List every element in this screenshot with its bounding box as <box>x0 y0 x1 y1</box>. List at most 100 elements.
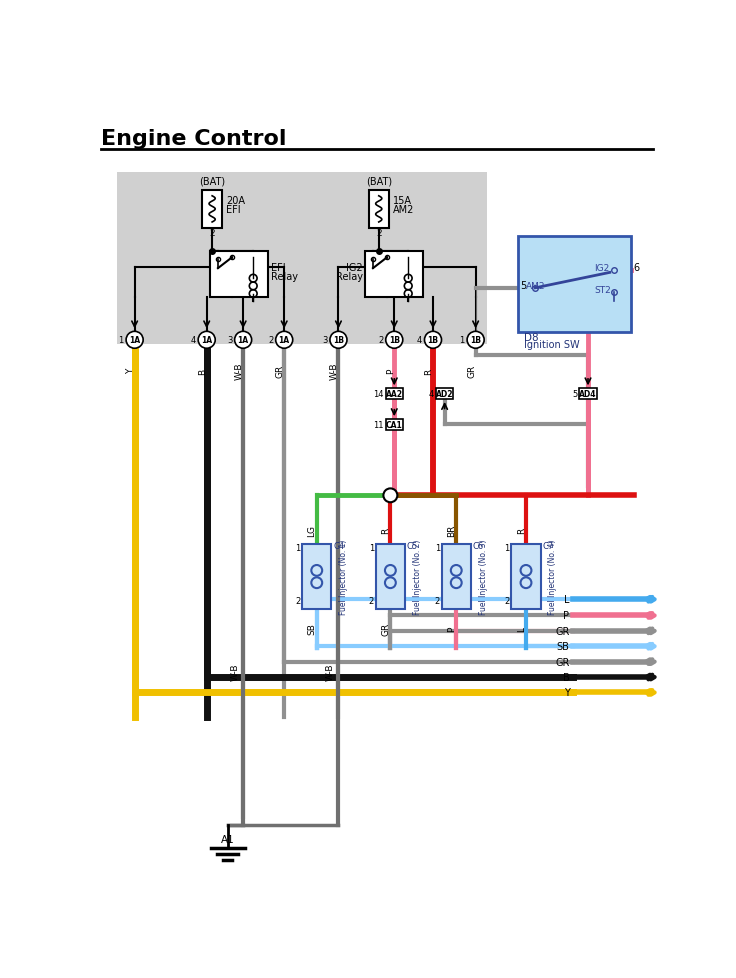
Text: 2: 2 <box>435 597 440 605</box>
Bar <box>386 389 403 400</box>
Text: Engine Control: Engine Control <box>102 129 287 149</box>
Text: 1B: 1B <box>333 335 344 345</box>
Text: AM2: AM2 <box>526 282 545 290</box>
Circle shape <box>198 332 215 349</box>
Text: W-B: W-B <box>330 363 339 379</box>
Bar <box>369 191 389 229</box>
Text: SB: SB <box>308 623 316 635</box>
Text: IG2: IG2 <box>594 264 609 273</box>
Text: GR: GR <box>276 365 285 378</box>
Circle shape <box>386 332 403 349</box>
Text: AD2: AD2 <box>436 390 453 399</box>
Text: 2: 2 <box>376 229 381 238</box>
Text: Relay: Relay <box>336 272 363 282</box>
Text: CA1: CA1 <box>386 421 403 429</box>
Bar <box>579 389 596 400</box>
Text: 1: 1 <box>435 544 440 553</box>
Text: Fuel Injector (No. 2): Fuel Injector (No. 2) <box>413 539 422 614</box>
Bar <box>302 545 331 609</box>
Text: 4: 4 <box>417 335 422 345</box>
Bar <box>436 389 453 400</box>
Text: 2: 2 <box>504 597 510 605</box>
Text: ST2: ST2 <box>594 286 611 294</box>
Text: 1A: 1A <box>201 335 212 345</box>
Text: GR: GR <box>555 626 570 637</box>
Text: L: L <box>517 626 526 632</box>
Text: GR: GR <box>381 622 390 636</box>
Text: EFI: EFI <box>271 262 286 273</box>
Text: 1A: 1A <box>279 335 290 345</box>
Text: EFI: EFI <box>226 204 241 215</box>
Text: AD4: AD4 <box>579 390 597 399</box>
Text: R: R <box>517 527 526 534</box>
Text: C6: C6 <box>473 541 484 550</box>
Text: 1: 1 <box>118 335 124 345</box>
Text: 14: 14 <box>373 390 383 399</box>
Circle shape <box>467 332 484 349</box>
Text: 3: 3 <box>227 335 233 345</box>
Circle shape <box>330 332 347 349</box>
Text: 1B: 1B <box>428 335 439 345</box>
Text: 2: 2 <box>268 335 273 345</box>
Text: Fuel Injector (No. 4): Fuel Injector (No. 4) <box>548 539 557 615</box>
Text: 15A: 15A <box>393 196 411 205</box>
Text: 4: 4 <box>428 390 434 399</box>
Circle shape <box>383 489 397 503</box>
Text: 2: 2 <box>209 229 215 238</box>
Text: 11: 11 <box>373 421 383 429</box>
Text: IG2: IG2 <box>346 262 363 273</box>
Circle shape <box>276 332 293 349</box>
Bar <box>518 237 631 333</box>
Text: 1: 1 <box>295 544 300 553</box>
Bar <box>512 545 541 609</box>
Bar <box>117 173 487 344</box>
Text: (BAT): (BAT) <box>199 176 225 186</box>
Text: 1A: 1A <box>129 335 140 345</box>
Text: Ignition SW: Ignition SW <box>525 340 580 350</box>
Text: 1A: 1A <box>238 335 249 345</box>
Text: W-B: W-B <box>326 662 335 680</box>
Text: 1: 1 <box>459 335 464 345</box>
Text: P: P <box>386 369 395 374</box>
Bar <box>202 191 222 229</box>
Text: AA2: AA2 <box>386 390 403 399</box>
Bar <box>386 420 403 430</box>
Text: 1B: 1B <box>389 335 400 345</box>
Text: (BAT): (BAT) <box>366 176 392 186</box>
Text: B: B <box>198 368 208 375</box>
Text: 4: 4 <box>191 335 196 345</box>
Text: Y: Y <box>564 688 570 697</box>
Text: R: R <box>381 527 390 534</box>
Text: 1: 1 <box>504 544 510 553</box>
Text: B: B <box>562 672 570 683</box>
Text: W-B: W-B <box>231 662 240 680</box>
Bar <box>442 545 471 609</box>
Text: GR: GR <box>467 365 476 378</box>
Text: L: L <box>564 595 570 604</box>
Text: 2: 2 <box>369 597 374 605</box>
Text: GR: GR <box>555 657 570 667</box>
Text: AM2: AM2 <box>393 204 414 215</box>
Text: 20A: 20A <box>226 196 245 205</box>
Text: 3: 3 <box>322 335 328 345</box>
Text: C4: C4 <box>333 541 344 550</box>
Text: 6: 6 <box>633 263 639 273</box>
Text: P: P <box>563 611 570 621</box>
Text: 1: 1 <box>369 544 374 553</box>
Circle shape <box>235 332 252 349</box>
Text: P: P <box>447 626 456 632</box>
Text: A1: A1 <box>221 834 235 844</box>
Text: D8: D8 <box>525 333 539 342</box>
Circle shape <box>425 332 442 349</box>
Bar <box>365 252 423 298</box>
Text: R: R <box>425 368 434 375</box>
Circle shape <box>126 332 143 349</box>
Bar <box>375 545 405 609</box>
Text: Fuel Injector (No. 1): Fuel Injector (No. 1) <box>339 539 348 614</box>
Text: Fuel Injector (No. 3): Fuel Injector (No. 3) <box>478 539 488 615</box>
Text: 5: 5 <box>520 281 527 290</box>
Text: C5: C5 <box>407 541 418 550</box>
Text: W-B: W-B <box>235 363 244 379</box>
Text: 2: 2 <box>378 335 383 345</box>
Text: Relay: Relay <box>271 272 297 282</box>
